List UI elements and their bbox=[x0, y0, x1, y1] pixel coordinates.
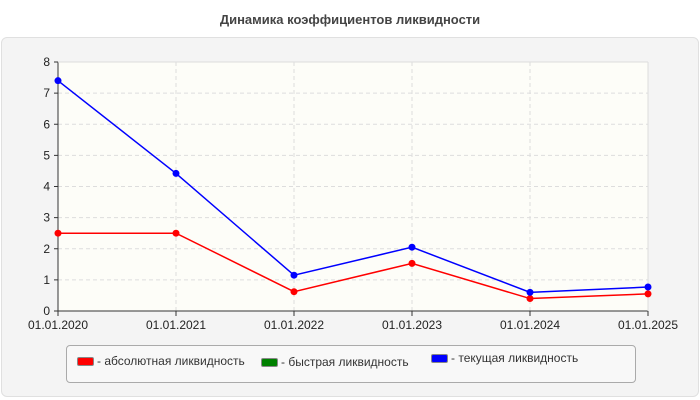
y-tick-label: 1 bbox=[43, 273, 50, 287]
data-point bbox=[290, 288, 298, 296]
legend: - абсолютная ликвидность - быстрая ликви… bbox=[66, 345, 636, 383]
legend-swatch bbox=[261, 357, 278, 367]
legend-label: - текущая ликвидность bbox=[451, 351, 579, 365]
chart-title: Динамика коэффициентов ликвидности bbox=[219, 12, 481, 27]
legend-item-quick: - быстрая ликвидность bbox=[261, 355, 409, 369]
y-tick-label: 5 bbox=[43, 148, 50, 162]
legend-swatch bbox=[77, 356, 94, 366]
data-point bbox=[172, 229, 180, 237]
x-tick-label: 01.01.2020 bbox=[28, 318, 88, 332]
y-tick-label: 2 bbox=[43, 242, 50, 256]
data-point bbox=[644, 283, 652, 291]
data-point bbox=[408, 243, 416, 251]
data-point bbox=[644, 290, 652, 298]
y-tick-label: 4 bbox=[43, 180, 50, 194]
data-point bbox=[526, 288, 534, 296]
data-point bbox=[408, 259, 416, 267]
legend-item-current: - текущая ликвидность bbox=[431, 351, 578, 365]
x-tick-label: 01.01.2023 bbox=[382, 318, 442, 332]
x-tick-label: 01.01.2024 bbox=[500, 318, 560, 332]
x-tick-label: 01.01.2025 bbox=[618, 318, 678, 332]
x-tick-label: 01.01.2021 bbox=[146, 318, 206, 332]
y-tick-label: 7 bbox=[43, 86, 50, 100]
x-tick-label: 01.01.2022 bbox=[264, 318, 324, 332]
series-line bbox=[57, 80, 649, 294]
data-point bbox=[54, 77, 62, 85]
y-tick-label: 6 bbox=[43, 117, 50, 131]
legend-label: - быстрая ликвидность bbox=[281, 355, 409, 369]
data-point bbox=[172, 169, 180, 177]
y-tick-label: 3 bbox=[43, 211, 50, 225]
legend-swatch bbox=[431, 353, 448, 363]
data-point bbox=[526, 295, 534, 303]
legend-label: - абсолютная ликвидность bbox=[97, 354, 245, 368]
y-tick-label: 0 bbox=[43, 304, 50, 318]
data-point bbox=[54, 229, 62, 237]
legend-item-absolute: - абсолютная ликвидность bbox=[77, 354, 245, 368]
data-point bbox=[290, 271, 298, 279]
y-tick-label: 8 bbox=[43, 55, 50, 69]
series-line bbox=[58, 232, 649, 300]
